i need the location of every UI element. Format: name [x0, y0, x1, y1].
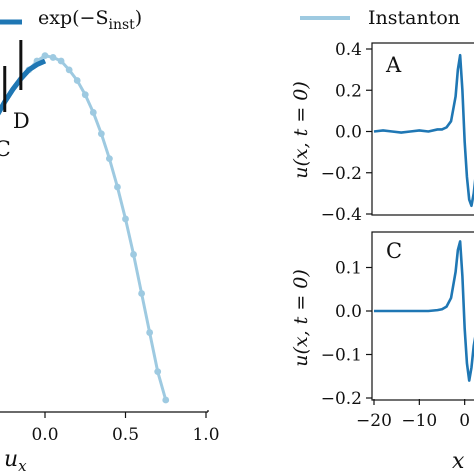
instanton-point	[146, 329, 154, 336]
x-tick-label: 0	[459, 411, 470, 431]
y-tick-label: 0.4	[335, 40, 362, 60]
instanton-point	[57, 57, 65, 65]
left-marker-group: CD	[0, 40, 30, 161]
right-top-frame	[371, 42, 474, 216]
y-tick-label: 0.0	[335, 123, 362, 143]
legend: exp(−Sinst) Instanton	[0, 7, 460, 33]
left-x-tick-label: 1.0	[192, 425, 219, 445]
right-bottom-y-label: u(x, t = 0)	[290, 269, 312, 367]
instanton-point	[130, 251, 137, 258]
right-bottom-x-ticks: −20 −10 0	[356, 399, 470, 431]
field-profile-line	[373, 53, 474, 208]
left-panel: 0.0 0.5 1.0 ux CD	[0, 40, 220, 474]
field-profile-line	[374, 240, 474, 382]
right-top-panel-label: A	[385, 53, 402, 77]
exp-series-line	[0, 58, 47, 116]
legend-label-exp: exp(−Sinst)	[38, 7, 142, 33]
instanton-point	[138, 290, 146, 297]
left-series-group	[0, 52, 170, 404]
y-tick-label: 0.1	[335, 259, 362, 279]
instanton-point	[81, 91, 89, 99]
instanton-point	[73, 77, 81, 84]
legend-label-instanton: Instanton	[368, 7, 460, 29]
y-tick-label: −0.4	[321, 205, 362, 225]
right-top-series-group	[373, 53, 474, 208]
right-bottom-y-ticks: 0.1 0.0 −0.1 −0.2	[321, 259, 372, 409]
y-tick-label: −0.1	[321, 346, 362, 366]
y-tick-label: 0.0	[335, 302, 362, 322]
y-tick-label: 0.2	[335, 81, 362, 101]
left-x-ticks: 0.0 0.5 1.0	[31, 412, 220, 445]
y-tick-label: −0.2	[321, 389, 362, 409]
right-top-panel: A 0.4 0.2 0.0 −0.2 −0.4 u(x, t = 0)	[290, 40, 474, 225]
instanton-point	[154, 368, 162, 375]
marker-label-D: D	[13, 109, 30, 133]
left-series-line-1	[27, 54, 168, 401]
left-x-tick-label: 0.0	[31, 425, 58, 445]
left-x-tick-label: 0.5	[112, 425, 139, 445]
instanton-point	[41, 52, 49, 60]
right-bottom-series-group	[374, 240, 474, 382]
instanton-point	[89, 109, 97, 116]
x-tick-label: −10	[401, 411, 437, 431]
instanton-point	[97, 130, 105, 138]
instanton-point	[114, 183, 121, 191]
instanton-point	[49, 54, 57, 61]
left-series-line-0	[0, 58, 47, 116]
instanton-point	[162, 396, 170, 404]
left-x-label: ux	[4, 447, 27, 474]
right-bottom-frame	[371, 231, 474, 401]
y-tick-label: −0.2	[321, 164, 362, 184]
right-bottom-x-label: x	[452, 449, 465, 474]
right-bottom-panel: C 0.1 0.0 −0.1 −0.2 −20 −10 0 u(x, t = 0) x	[290, 231, 474, 474]
instanton-point	[122, 215, 129, 223]
x-tick-label: −20	[356, 411, 392, 431]
right-bottom-panel-label: C	[386, 239, 402, 263]
marker-label-C: C	[0, 137, 11, 161]
right-top-y-label: u(x, t = 0)	[290, 81, 312, 179]
right-top-y-ticks: 0.4 0.2 0.0 −0.2 −0.4	[321, 40, 372, 225]
instanton-point	[106, 155, 113, 163]
instanton-point	[65, 66, 73, 74]
